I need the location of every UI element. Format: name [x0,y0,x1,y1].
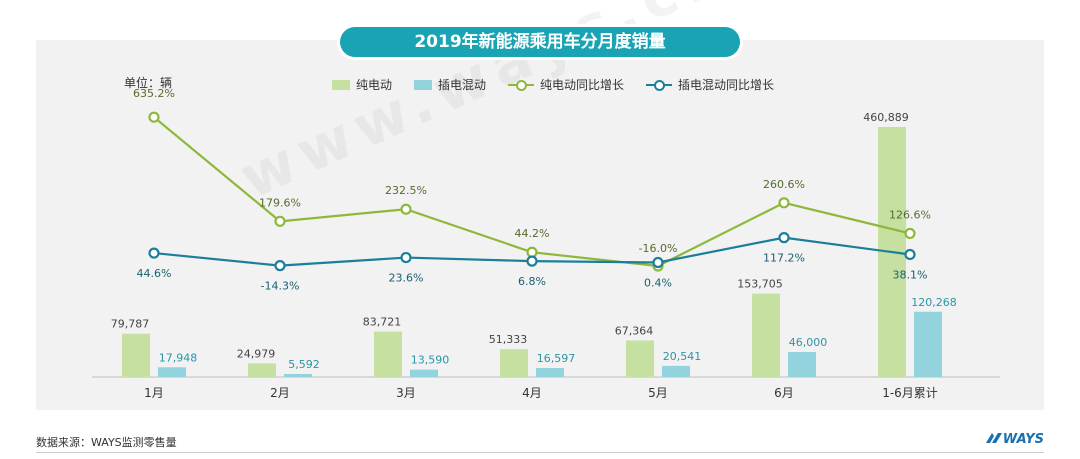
data-label-phev-3: 13,590 [411,354,450,367]
line-bev-growth [153,116,911,268]
legend-item-bev-growth: 纯电动同比增长 [508,76,624,93]
point-bev-growth-1 [148,111,160,123]
data-label-phev-2: 5,592 [288,358,320,371]
data-label-bev-7: 460,889 [863,111,909,124]
data-label-bev-growth-4: 44.2% [515,227,550,240]
legend-label-phev-growth: 插电混动同比增长 [678,78,775,92]
legend-item-phev: 插电混动 [414,76,486,93]
legend-swatch-bev-growth [508,79,535,91]
data-label-bev-4: 51,333 [489,333,528,346]
ways-logo-text: WAYS [1002,432,1044,447]
point-phev-growth-2 [274,260,286,272]
bar-phev-7 [914,311,942,377]
legend-item-phev-growth: 插电混动同比增长 [646,76,774,93]
bar-phev-2 [284,373,312,377]
data-label-bev-growth-5: -16.0% [639,242,678,255]
legend: 纯电动 插电混动 纯电动同比增长 插电混动同比增长 [332,76,796,93]
legend-label-bev-growth: 纯电动同比增长 [540,78,625,92]
point-bev-growth-6 [778,197,790,209]
legend-label-bev: 纯电动 [356,78,393,92]
data-label-phev-growth-3: 23.6% [389,272,424,285]
point-phev-growth-3 [400,251,412,264]
point-phev-growth-7 [904,248,916,261]
data-label-phev-growth-1: 44.6% [137,267,172,280]
x-tick-2: 2月 [270,386,290,400]
data-label-bev-2: 24,979 [237,347,276,360]
bar-bev-2 [248,363,276,377]
data-label-bev-growth-2: 179.6% [259,196,301,209]
legend-item-bev: 纯电动 [332,76,392,93]
footer-rule [36,452,1044,453]
data-label-bev-growth-1: 635.2% [133,87,175,100]
point-phev-growth-4 [526,255,538,267]
bar-phev-4 [536,367,564,377]
x-tick-5: 5月 [648,386,668,400]
x-tick-1: 1月 [144,386,164,400]
legend-label-phev: 插电混动 [438,78,487,92]
bar-phev-1 [158,367,186,377]
x-tick-7: 1-6月累计 [882,386,938,400]
legend-swatch-phev [414,79,433,90]
data-label-bev-5: 67,364 [615,324,654,337]
data-label-bev-3: 83,721 [363,316,402,329]
data-label-phev-growth-6: 117.2% [763,252,805,265]
legend-swatch-bev [332,79,350,90]
x-tick-6: 6月 [774,386,794,400]
data-label-phev-6: 46,000 [789,336,828,349]
data-label-phev-7: 120,268 [911,296,957,309]
bar-phev-5 [662,365,690,377]
data-label-phev-4: 16,597 [537,352,576,365]
bar-bev-5 [626,340,654,377]
x-tick-3: 3月 [396,386,416,400]
bar-bev-6 [752,293,780,377]
ways-logo-icon [985,433,1002,443]
data-label-bev-1: 79,787 [111,318,150,331]
point-phev-growth-1 [148,247,160,259]
data-label-phev-growth-4: 6.8% [518,275,546,288]
data-label-phev-growth-5: 0.4% [644,277,672,290]
data-label-bev-6: 153,705 [737,278,783,291]
bar-bev-3 [374,331,402,377]
bar-bev-4 [500,349,528,377]
point-phev-growth-5 [652,256,664,269]
x-tick-4: 4月 [522,386,542,400]
data-label-bev-growth-7: 126.6% [889,208,931,221]
data-label-bev-growth-6: 260.6% [763,178,805,191]
bar-phev-6 [788,352,816,377]
point-bev-growth-7 [904,227,916,240]
data-label-phev-growth-2: -14.3% [261,280,300,293]
chart-title: 2019年新能源乘用车分月度销量 [340,27,740,57]
bar-bev-1 [122,333,150,377]
data-label-bev-growth-3: 232.5% [385,184,427,197]
source-note: 数据来源：WAYS监测零售量 [36,436,177,449]
data-label-phev-growth-7: 38.1% [893,268,928,281]
point-bev-growth-4 [526,246,538,258]
point-phev-growth-6 [778,232,790,244]
data-label-phev-5: 20,541 [663,350,702,363]
data-label-phev-1: 17,948 [159,351,198,364]
ways-logo: WAYS [985,432,1044,447]
point-bev-growth-2 [274,215,286,227]
legend-swatch-phev-growth [646,79,673,91]
bar-phev-3 [410,369,438,377]
unit-label: 单位：辆 [124,76,173,90]
point-bev-growth-3 [400,203,412,215]
